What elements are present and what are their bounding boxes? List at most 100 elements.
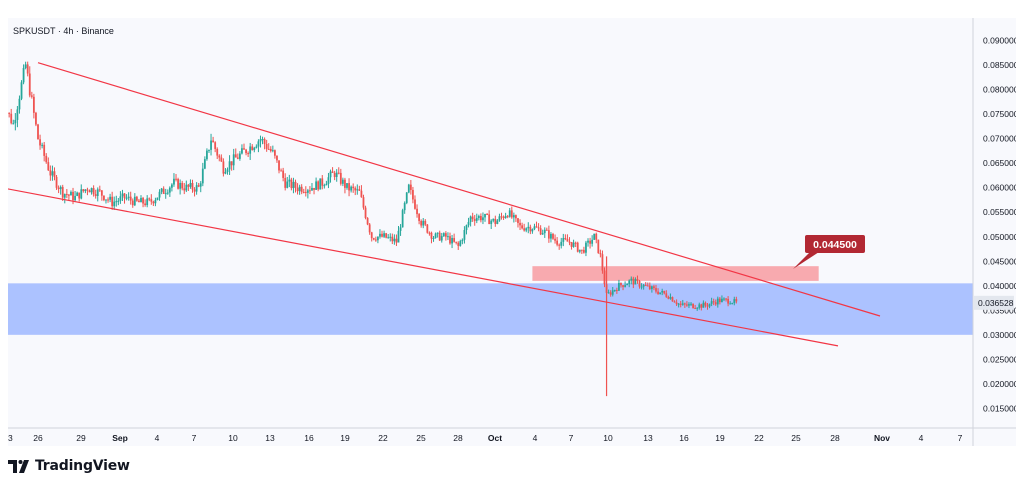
candle-body (84, 189, 87, 192)
candle-body (22, 68, 25, 83)
candle-body (212, 140, 214, 143)
candle-body (731, 303, 734, 305)
candle-body (65, 194, 68, 196)
candle-body (333, 172, 336, 178)
candle-body (234, 154, 237, 158)
candle-body (127, 196, 130, 198)
candle-body (696, 307, 699, 309)
candle-body (428, 232, 431, 234)
candle-body (119, 196, 122, 201)
price-axis[interactable]: 0.090000 0.085000 0.080000 0.075000 0.070000… (983, 36, 1016, 414)
candle-body (502, 216, 505, 218)
time-axis[interactable]: 3 26 29 Sep 4 7 10 13 16 19 22 25 28 Oct 4 7 10 13 16 19 22 2… (8, 433, 963, 443)
candle-body (574, 242, 577, 244)
candle-body (94, 194, 97, 196)
price-tick-label: 0.075000 (983, 109, 1016, 119)
candle-body (426, 224, 429, 233)
candle-body (41, 144, 44, 146)
candle-body (158, 191, 161, 198)
current-price-tag: 0.036528 (974, 295, 1014, 310)
candle-body (603, 270, 606, 285)
candle-body (554, 238, 556, 241)
candle-body (199, 183, 202, 187)
candle-body (447, 236, 449, 238)
candle-body (527, 226, 530, 229)
tradingview-brand[interactable]: TradingView (8, 458, 130, 474)
candle-body (131, 200, 134, 206)
chart-svg[interactable]: SPKUSDT · 4h · Binance 0.0900000.0850000… (8, 18, 1016, 446)
candle-body (576, 242, 579, 252)
candle-body (253, 147, 256, 151)
candle-body (364, 207, 367, 218)
candle-body (16, 109, 19, 120)
candle-body (35, 112, 37, 125)
candle-body (399, 227, 402, 231)
time-tick-label: 25 (416, 433, 426, 443)
candle-body (391, 236, 394, 242)
candle-body (121, 193, 124, 197)
candle-body (37, 124, 39, 140)
candle-body (547, 230, 550, 239)
candle-body (653, 286, 655, 289)
candle-body (372, 238, 375, 240)
candle-body (317, 181, 320, 190)
candle-body (59, 186, 62, 190)
candle-body (74, 195, 76, 201)
candle-body (166, 192, 169, 194)
candle-body (160, 188, 163, 192)
candle-body (525, 228, 528, 231)
candle-body (197, 185, 200, 187)
candle-body (381, 233, 383, 237)
time-tick-label: 4 (533, 433, 538, 443)
candle-body (125, 197, 128, 199)
candle-body (164, 193, 167, 195)
candle-body (440, 236, 443, 241)
candle-body (195, 185, 198, 192)
target-price-callout[interactable]: 0.044500 (793, 235, 865, 269)
candle-body (8, 112, 11, 114)
candle-body (665, 293, 668, 297)
time-tick-label: Sep (112, 433, 128, 443)
candle-body (72, 191, 74, 201)
candle-body (706, 305, 709, 307)
candle-body (473, 219, 476, 221)
candle-body (669, 297, 672, 299)
candle-body (344, 179, 346, 188)
candle-body (570, 242, 573, 247)
candle-body (30, 95, 33, 97)
chart-area[interactable]: SPKUSDT · 4h · Binance 0.090000 0.085000 0… (8, 18, 1016, 446)
candle-body (113, 201, 116, 207)
candle-body (28, 73, 31, 96)
candle-body (243, 148, 245, 150)
candle-body (663, 290, 666, 294)
candle-body (152, 201, 155, 204)
candle-body (181, 182, 184, 189)
candle-body (482, 217, 484, 221)
time-tick-label: 4 (919, 433, 924, 443)
candle-body (315, 181, 317, 190)
candle-body (444, 233, 447, 237)
candle-body (10, 113, 13, 124)
candle-body (247, 153, 250, 155)
candle-body (690, 303, 692, 305)
candle-body (123, 193, 126, 199)
candle-body (510, 210, 513, 218)
candle-body (189, 182, 192, 187)
candle-body (251, 146, 254, 151)
upper-channel-line (37, 62, 881, 317)
candle-body (96, 189, 99, 196)
candle-body (203, 159, 206, 169)
candle-body (618, 283, 620, 291)
price-tick-label: 0.085000 (983, 60, 1016, 70)
candle-body (109, 196, 111, 200)
candle-body (377, 236, 379, 241)
candle-body (278, 160, 280, 171)
time-tick-label: 29 (76, 433, 86, 443)
callout-pointer (793, 252, 819, 269)
candle-body (98, 189, 101, 191)
candle-body (226, 169, 229, 172)
candle-body (611, 290, 614, 295)
candle-body (644, 284, 647, 286)
candle-body (111, 196, 114, 207)
candle-body (236, 157, 239, 159)
